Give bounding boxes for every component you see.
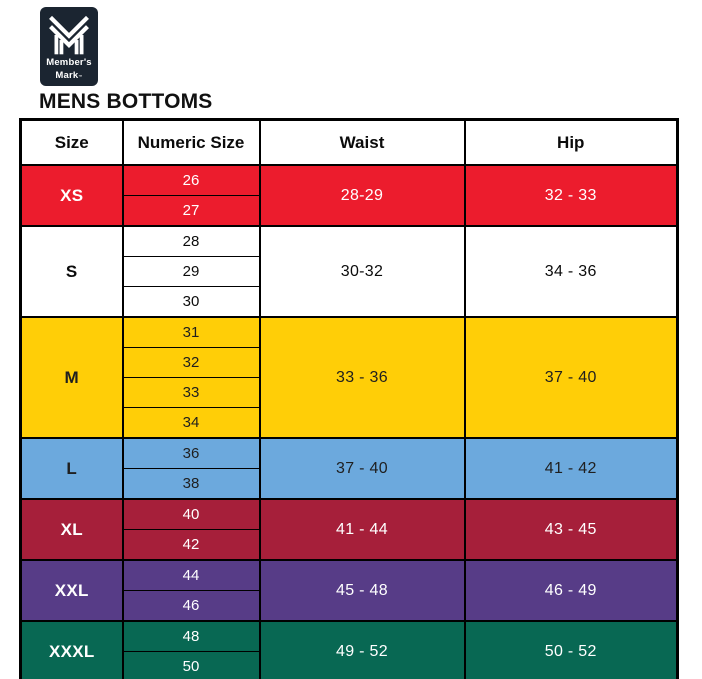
size-cell: L (19, 437, 123, 499)
table-row: S 28 30-32 34 - 36 (19, 225, 678, 317)
waist-cell: 41 - 44 (258, 498, 465, 560)
size-cell: M (19, 316, 123, 438)
numeric-size-cell: 42 (121, 529, 260, 560)
numeric-size-cell: 36 (121, 437, 260, 469)
numeric-size-cell: 31 (121, 316, 260, 348)
table-row: 32 (21, 347, 678, 378)
waist-cell: 30-32 (258, 225, 465, 317)
waist-cell: 45 - 48 (258, 559, 465, 621)
hip-cell: 32 - 33 (463, 164, 678, 226)
numeric-size-cell: 33 (121, 377, 260, 408)
table-row: 34 (21, 407, 678, 438)
numeric-size-cell: 34 (121, 407, 260, 438)
trademark-symbol: ™ (78, 73, 83, 79)
table-row: XXL 44 45 - 48 46 - 49 (19, 559, 678, 621)
table-row: 46 (21, 590, 678, 621)
logo-text-line1: Member's (46, 57, 92, 68)
hip-cell: 34 - 36 (463, 225, 678, 317)
numeric-size-cell: 46 (121, 590, 260, 621)
members-mark-m-icon (49, 15, 89, 55)
table-row: 33 (21, 377, 678, 408)
column-header-size: Size (19, 119, 123, 165)
hip-cell: 41 - 42 (463, 437, 678, 499)
waist-cell: 37 - 40 (258, 437, 465, 499)
numeric-size-cell: 48 (121, 620, 260, 652)
numeric-size-cell: 30 (121, 286, 260, 317)
hip-cell: 46 - 49 (463, 559, 678, 621)
numeric-size-cell: 50 (121, 651, 260, 679)
column-header-waist: Waist (258, 119, 465, 165)
waist-cell: 49 - 52 (258, 620, 465, 679)
numeric-size-cell: 44 (121, 559, 260, 591)
size-cell: XXL (19, 559, 123, 621)
size-chart-table: Size Numeric Size Waist Hip XS 26 28-29 … (19, 118, 679, 679)
size-cell: XXXL (19, 620, 123, 679)
page-title: MENS BOTTOMS (39, 90, 213, 113)
numeric-size-cell: 28 (121, 225, 260, 257)
table-row: 29 (21, 256, 678, 287)
waist-cell: 28-29 (258, 164, 465, 226)
size-cell: S (19, 225, 123, 317)
hip-cell: 37 - 40 (463, 316, 678, 438)
table-row: 27 (21, 195, 678, 226)
waist-cell: 33 - 36 (258, 316, 465, 438)
numeric-size-cell: 38 (121, 468, 260, 499)
table-row: XXXL 48 49 - 52 50 - 52 (19, 620, 678, 679)
column-header-hip: Hip (463, 119, 678, 165)
table-row: XL 40 41 - 44 43 - 45 (19, 498, 678, 560)
numeric-size-cell: 32 (121, 347, 260, 378)
column-header-numeric: Numeric Size (121, 119, 260, 165)
hip-cell: 50 - 52 (463, 620, 678, 679)
numeric-size-cell: 27 (121, 195, 260, 226)
table-row: L 36 37 - 40 41 - 42 (19, 437, 678, 499)
members-mark-logo: Member's Mark™ (40, 7, 98, 86)
numeric-size-cell: 40 (121, 498, 260, 530)
size-cell: XS (19, 164, 123, 226)
table-row: M 31 33 - 36 37 - 40 (19, 316, 678, 438)
table-row: 30 (21, 286, 678, 317)
header-row: Size Numeric Size Waist Hip (19, 119, 678, 165)
logo-text-line2: Mark™ (55, 69, 83, 81)
numeric-size-cell: 26 (121, 164, 260, 196)
hip-cell: 43 - 45 (463, 498, 678, 560)
table-row: 42 (21, 529, 678, 560)
size-cell: XL (19, 498, 123, 560)
table-row: XS 26 28-29 32 - 33 (19, 164, 678, 226)
numeric-size-cell: 29 (121, 256, 260, 287)
table-row: 50 (21, 651, 678, 679)
table-row: 38 (21, 468, 678, 499)
